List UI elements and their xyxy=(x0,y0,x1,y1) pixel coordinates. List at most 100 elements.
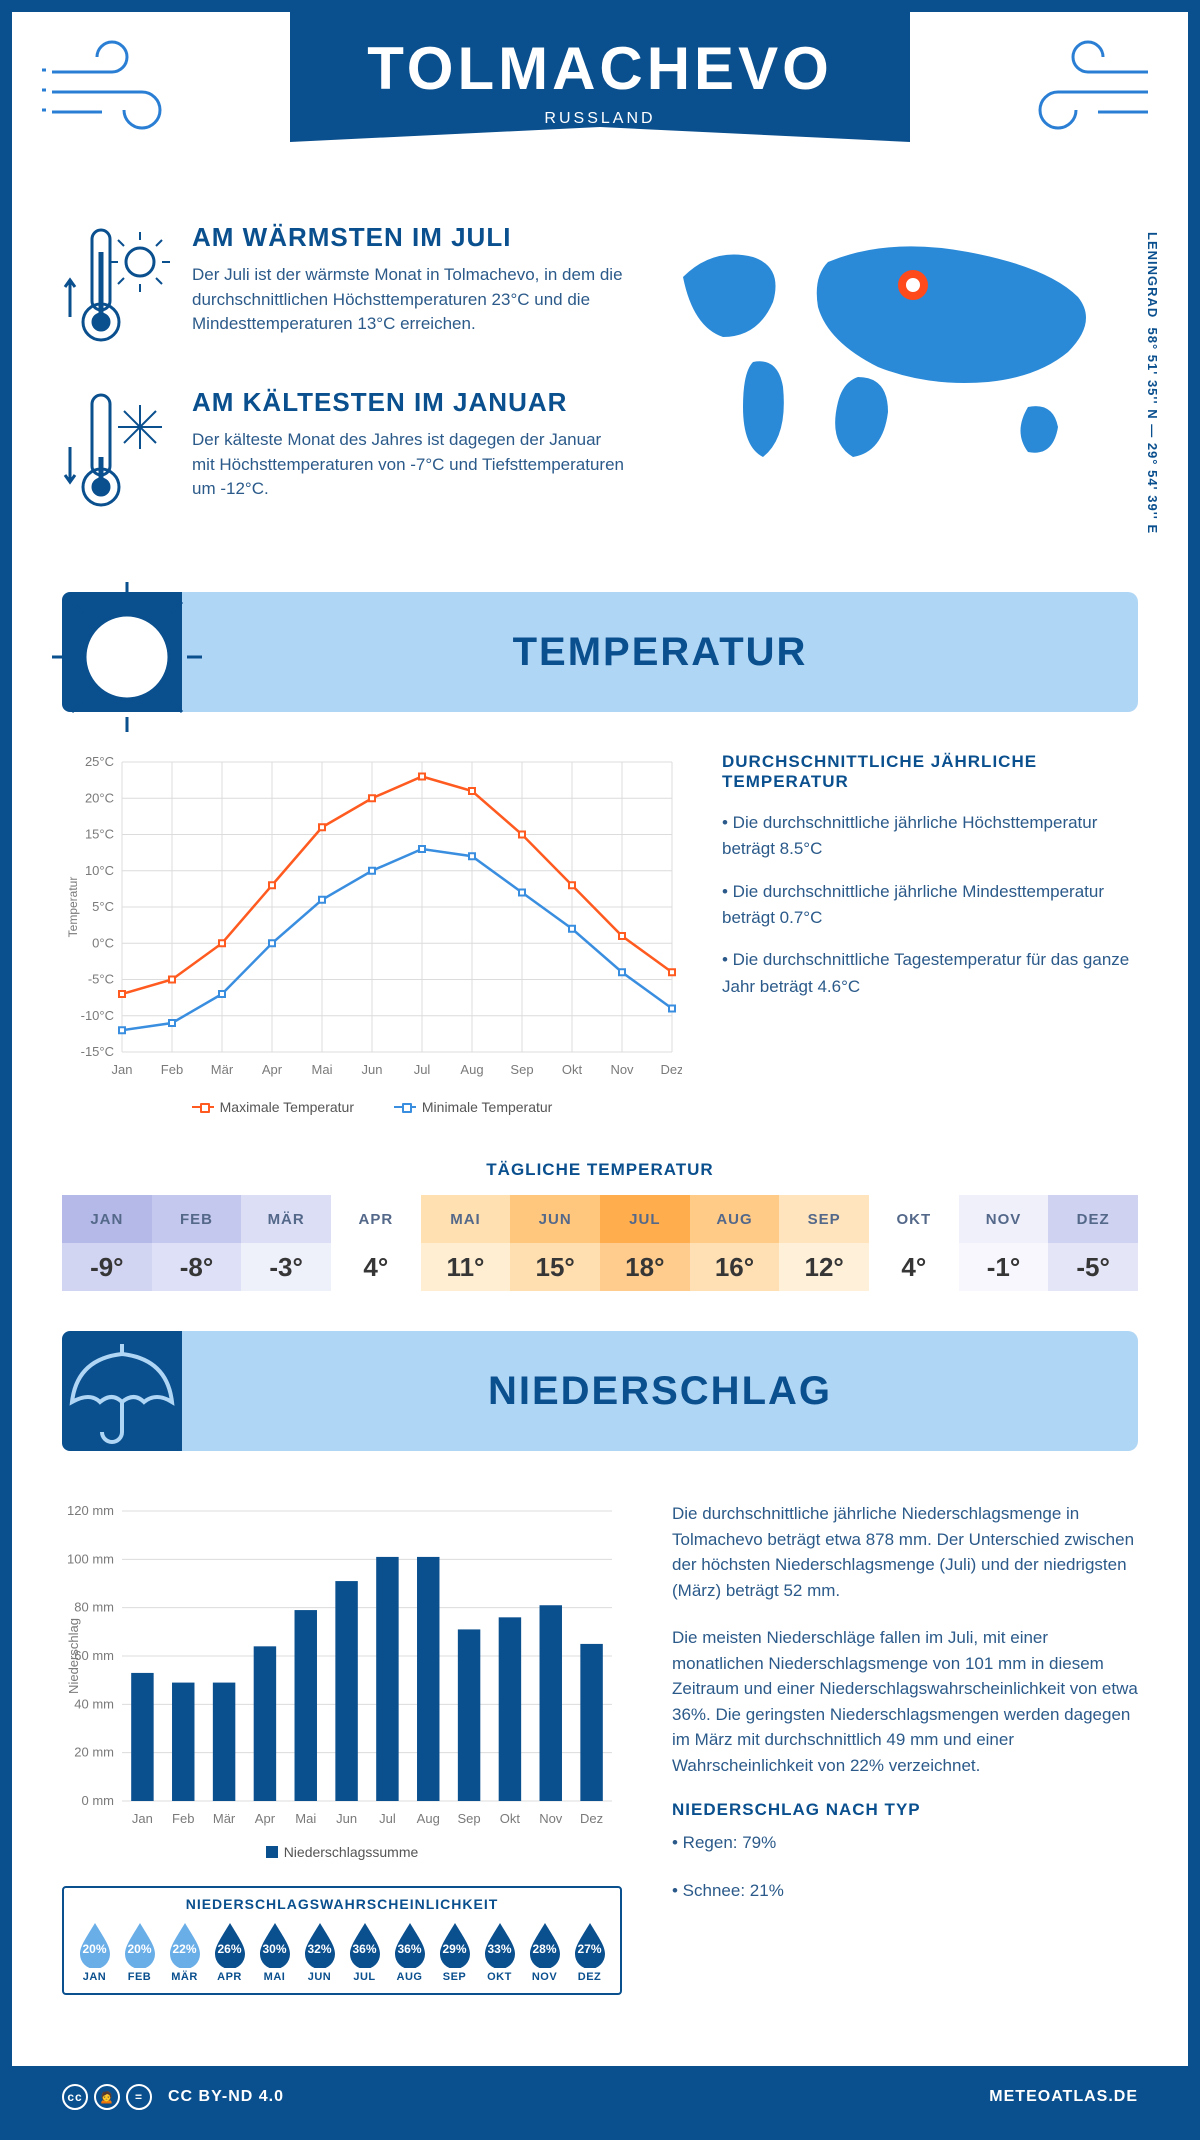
daily-value-cell: 11° xyxy=(421,1243,511,1291)
daily-header-cell: MÄR xyxy=(241,1195,331,1243)
content: AM WÄRMSTEN IM JULI Der Juli ist der wär… xyxy=(12,222,1188,1995)
daily-value-cell: -3° xyxy=(241,1243,331,1291)
raindrop-icon: 33% xyxy=(481,1920,519,1968)
temperature-info: DURCHSCHNITTLICHE JÄHRLICHE TEMPERATUR •… xyxy=(722,752,1138,1115)
svg-text:Mär: Mär xyxy=(213,1811,236,1826)
umbrella-icon xyxy=(62,1331,182,1451)
daily-header-cell: JUL xyxy=(600,1195,690,1243)
raindrop-icon: 27% xyxy=(571,1920,609,1968)
svg-text:Jun: Jun xyxy=(336,1811,357,1826)
daily-header-cell: FEB xyxy=(152,1195,242,1243)
prec-chart-legend: Niederschlagssumme xyxy=(62,1844,622,1861)
world-map-icon xyxy=(658,222,1118,472)
prob-heading: NIEDERSCHLAGSWAHRSCHEINLICHKEIT xyxy=(74,1888,610,1920)
svg-text:Temperatur: Temperatur xyxy=(66,877,80,938)
map-block: LENINGRAD 58° 51' 35'' N — 29° 54' 39'' … xyxy=(658,222,1138,552)
svg-text:Jul: Jul xyxy=(379,1811,396,1826)
prob-cell: 27% DEZ xyxy=(569,1920,610,1983)
svg-text:0°C: 0°C xyxy=(92,935,114,950)
nd-icon: = xyxy=(126,2084,152,2110)
thermometer-warm-icon xyxy=(62,222,172,357)
temperature-chart: -15°C-10°C-5°C0°C5°C10°C15°C20°C25°CJanF… xyxy=(62,752,682,1115)
precipitation-chart: 0 mm20 mm40 mm60 mm80 mm100 mm120 mmJanF… xyxy=(62,1501,622,1831)
prob-cell: 20% JAN xyxy=(74,1920,115,1983)
precipitation-text: Die durchschnittliche jährliche Niedersc… xyxy=(672,1501,1138,1995)
prec-type-heading: NIEDERSCHLAG NACH TYP xyxy=(672,1800,1138,1820)
svg-text:Sep: Sep xyxy=(510,1062,533,1077)
prob-cell: 28% NOV xyxy=(524,1920,565,1983)
svg-text:Mai: Mai xyxy=(312,1062,333,1077)
svg-text:Jan: Jan xyxy=(132,1811,153,1826)
prob-grid: 20% JAN 20% FEB 22% MÄR 26% APR xyxy=(74,1920,610,1983)
daily-header-cell: JAN xyxy=(62,1195,152,1243)
raindrop-icon: 36% xyxy=(346,1920,384,1968)
daily-value-cell: 16° xyxy=(690,1243,780,1291)
by-icon: 🙍 xyxy=(94,2084,120,2110)
prec-type-bullet: • Regen: 79% xyxy=(672,1830,1138,1856)
svg-text:-5°C: -5°C xyxy=(88,972,114,987)
title-banner: TOLMACHEVO RUSSLAND xyxy=(290,12,910,157)
raindrop-icon: 30% xyxy=(256,1920,294,1968)
svg-text:Niederschlag: Niederschlag xyxy=(66,1618,81,1694)
prec-paragraph: Die meisten Niederschläge fallen im Juli… xyxy=(672,1625,1138,1778)
site-name: METEOATLAS.DE xyxy=(989,2088,1138,2106)
daily-header-cell: MAI xyxy=(421,1195,511,1243)
daily-value-cell: -1° xyxy=(959,1243,1049,1291)
svg-text:10°C: 10°C xyxy=(85,863,114,878)
svg-text:Apr: Apr xyxy=(262,1062,283,1077)
svg-text:-15°C: -15°C xyxy=(81,1044,114,1059)
daily-value-cell: 4° xyxy=(869,1243,959,1291)
daily-header-cell: AUG xyxy=(690,1195,780,1243)
svg-text:Jun: Jun xyxy=(362,1062,383,1077)
svg-text:Dez: Dez xyxy=(580,1811,603,1826)
license-block: cc 🙍 = CC BY-ND 4.0 xyxy=(62,2084,284,2110)
svg-text:Jan: Jan xyxy=(112,1062,133,1077)
svg-text:80 mm: 80 mm xyxy=(74,1600,114,1615)
daily-header-cell: APR xyxy=(331,1195,421,1243)
svg-text:Jul: Jul xyxy=(414,1062,431,1077)
temp-info-bullet: • Die durchschnittliche Tagestemperatur … xyxy=(722,947,1138,1000)
svg-text:25°C: 25°C xyxy=(85,754,114,769)
svg-text:Mai: Mai xyxy=(295,1811,316,1826)
prob-cell: 22% MÄR xyxy=(164,1920,205,1983)
raindrop-icon: 29% xyxy=(436,1920,474,1968)
intro-left: AM WÄRMSTEN IM JULI Der Juli ist der wär… xyxy=(62,222,628,552)
coldest-text: Der kälteste Monat des Jahres ist dagege… xyxy=(192,428,628,502)
daily-value-cell: 18° xyxy=(600,1243,690,1291)
prob-cell: 32% JUN xyxy=(299,1920,340,1983)
svg-text:-10°C: -10°C xyxy=(81,1008,114,1023)
svg-text:5°C: 5°C xyxy=(92,899,114,914)
daily-value-cell: 12° xyxy=(779,1243,869,1291)
section-title-temperature: TEMPERATUR xyxy=(182,630,1138,675)
svg-text:100 mm: 100 mm xyxy=(67,1551,114,1566)
daily-value-cell: -5° xyxy=(1048,1243,1138,1291)
daily-value-cell: -8° xyxy=(152,1243,242,1291)
raindrop-icon: 26% xyxy=(211,1920,249,1968)
temp-info-bullet: • Die durchschnittliche jährliche Höchst… xyxy=(722,810,1138,863)
header: TOLMACHEVO RUSSLAND xyxy=(12,12,1188,192)
section-banner-temperature: TEMPERATUR xyxy=(62,592,1138,712)
section-banner-precipitation: NIEDERSCHLAG xyxy=(62,1331,1138,1451)
svg-text:Feb: Feb xyxy=(161,1062,183,1077)
svg-text:Dez: Dez xyxy=(660,1062,682,1077)
svg-text:Sep: Sep xyxy=(458,1811,481,1826)
svg-text:Apr: Apr xyxy=(255,1811,276,1826)
section-title-precipitation: NIEDERSCHLAG xyxy=(182,1369,1138,1414)
prob-cell: 26% APR xyxy=(209,1920,250,1983)
daily-header-cell: DEZ xyxy=(1048,1195,1138,1243)
svg-text:Nov: Nov xyxy=(539,1811,563,1826)
cc-icon: cc xyxy=(62,2084,88,2110)
svg-text:Nov: Nov xyxy=(610,1062,634,1077)
svg-text:40 mm: 40 mm xyxy=(74,1696,114,1711)
svg-text:Aug: Aug xyxy=(460,1062,483,1077)
coldest-block: AM KÄLTESTEN IM JANUAR Der kälteste Mona… xyxy=(62,387,628,522)
daily-temp-table: JANFEBMÄRAPRMAIJUNJULAUGSEPOKTNOVDEZ-9°-… xyxy=(62,1195,1138,1291)
prec-paragraph: Die durchschnittliche jährliche Niedersc… xyxy=(672,1501,1138,1603)
sun-icon xyxy=(62,592,182,712)
prob-cell: 36% AUG xyxy=(389,1920,430,1983)
prob-cell: 30% MAI xyxy=(254,1920,295,1983)
svg-text:Feb: Feb xyxy=(172,1811,194,1826)
precip-probability-box: NIEDERSCHLAGSWAHRSCHEINLICHKEIT 20% JAN … xyxy=(62,1886,622,1995)
coordinates: LENINGRAD 58° 51' 35'' N — 29° 54' 39'' … xyxy=(1145,232,1160,534)
page-root: TOLMACHEVO RUSSLAND AM W xyxy=(0,0,1200,2140)
